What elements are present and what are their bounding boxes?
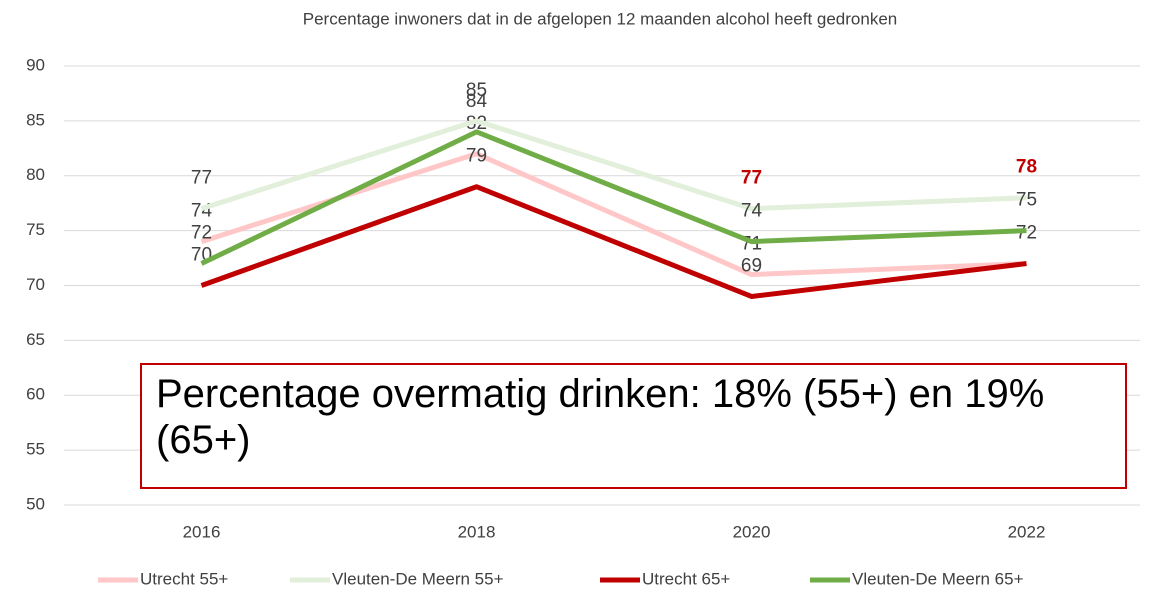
annotation: Percentage overmatig drinken: 18% (55+) … — [140, 363, 1127, 489]
legend-label: Utrecht 65+ — [642, 569, 730, 588]
y-tick-label: 75 — [26, 220, 45, 239]
y-tick-label: 60 — [26, 385, 45, 404]
legend-label: Vleuten-De Meern 65+ — [852, 569, 1024, 588]
legend-label: Vleuten-De Meern 55+ — [332, 569, 504, 588]
data-label: 75 — [1016, 190, 1037, 211]
y-tick-label: 90 — [26, 55, 45, 74]
y-tick-label: 55 — [26, 440, 45, 459]
y-tick-label: 50 — [26, 494, 45, 513]
data-label: 72 — [191, 223, 212, 244]
y-tick-label: 65 — [26, 330, 45, 349]
data-label: 77 — [741, 168, 762, 189]
data-label: 85 — [466, 80, 487, 101]
x-tick-label: 2022 — [1008, 522, 1046, 541]
y-tick-label: 80 — [26, 165, 45, 184]
x-tick-label: 2018 — [458, 522, 496, 541]
data-label: 84 — [466, 91, 488, 112]
y-tick-label: 85 — [26, 110, 45, 129]
series-line — [200, 184, 1027, 299]
x-tick-label: 2020 — [733, 522, 771, 541]
data-label: 78 — [1016, 157, 1037, 178]
series-line — [200, 129, 1027, 266]
legend-label: Utrecht 55+ — [140, 569, 228, 588]
chart-title: Percentage inwoners dat in de afgelopen … — [303, 9, 898, 28]
y-tick-label: 70 — [26, 275, 45, 294]
data-label: 74 — [741, 201, 763, 222]
series-line — [200, 118, 1027, 212]
x-tick-label: 2016 — [183, 522, 221, 541]
data-label: 69 — [741, 255, 762, 276]
data-label: 79 — [466, 146, 487, 167]
series-line — [200, 151, 1027, 278]
data-label: 77 — [191, 168, 212, 189]
